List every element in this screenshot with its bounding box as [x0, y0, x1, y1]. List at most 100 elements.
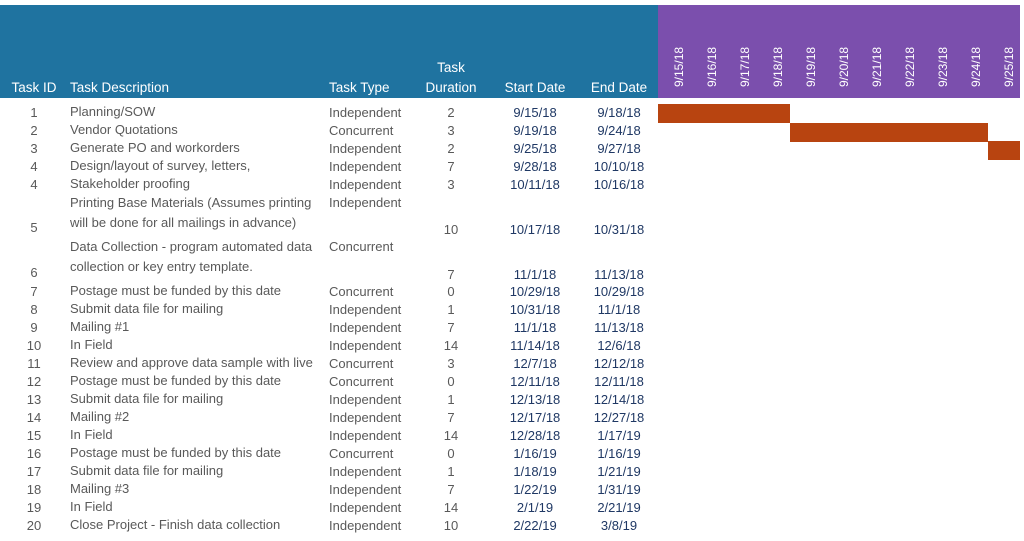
task-id-cell: 11	[27, 356, 41, 371]
timeline-date-text: 9/23/18	[935, 46, 950, 87]
task-end-date-cell: 12/27/18	[593, 410, 645, 425]
timeline-date-text: 9/25/18	[1001, 46, 1016, 87]
task-description-cell: In Field	[70, 499, 113, 514]
header-end-date: End Date	[590, 80, 648, 95]
task-type-cell: Independent	[329, 302, 402, 317]
task-id-cell: 10	[26, 338, 42, 353]
task-type-cell: Concurrent	[329, 123, 394, 138]
task-duration-cell: 14	[443, 338, 459, 353]
task-id-cell: 18	[26, 482, 42, 497]
header-task-type: Task Type	[329, 80, 390, 95]
task-end-date-cell: 1/31/19	[597, 482, 641, 497]
table-row: 15 In Field Independent 14 12/28/18 1/17/19	[0, 427, 658, 445]
task-type-cell: Concurrent	[329, 284, 394, 299]
task-type-cell: Independent	[329, 428, 402, 443]
task-duration-cell: 7	[447, 410, 455, 425]
task-type-cell: Independent	[329, 500, 402, 515]
gantt-chart	[658, 104, 1020, 160]
timeline-date-text: 9/20/18	[836, 46, 851, 87]
table-row: 3 Generate PO and workorders Independent 2 9…	[0, 140, 658, 158]
table-row: 1 Planning/SOW Independent 2 9/15/18 9/18/18	[0, 104, 658, 122]
task-description-cell: Mailing #3	[70, 481, 130, 496]
task-type-cell: Independent	[329, 195, 402, 210]
task-end-date-cell: 9/18/18	[597, 105, 641, 120]
table-row: 13 Submit data file for mailing Independen…	[0, 391, 658, 409]
task-duration-cell: 10	[443, 518, 459, 533]
task-end-date-cell: 10/31/18	[593, 222, 645, 237]
task-start-date-cell: 9/28/18	[513, 159, 557, 174]
table-header-bar	[0, 5, 658, 98]
header-start-date: Start Date	[504, 80, 566, 95]
task-duration-cell: 3	[447, 356, 455, 371]
task-start-date-cell: 12/7/18	[513, 356, 557, 371]
task-type-cell: Independent	[329, 482, 402, 497]
task-end-date-cell: 1/21/19	[597, 464, 641, 479]
task-id-cell: 8	[30, 302, 38, 317]
task-end-date-cell: 10/10/18	[593, 159, 645, 174]
task-id-cell: 19	[26, 500, 42, 515]
task-description-cell: Review and approve data sample with live	[70, 355, 313, 370]
task-description-cell: Postage must be funded by this date	[70, 445, 282, 460]
task-description-cell: Vendor Quotations	[70, 122, 178, 137]
task-start-date-cell: 10/17/18	[509, 222, 561, 237]
task-id-cell: 13	[26, 392, 42, 407]
timeline-date-label: 9/15/18	[658, 5, 691, 98]
table-row: 9 Mailing #1 Independent 7 11/1/18 11/13/18	[0, 319, 658, 337]
task-end-date-cell: 11/13/18	[594, 320, 644, 335]
table-row: 2 Vendor Quotations Concurrent 3 9/19/18 9/24…	[0, 122, 658, 140]
gantt-bar	[658, 104, 790, 123]
header-task-id: Task ID	[11, 80, 57, 95]
task-type-cell: Independent	[329, 338, 402, 353]
task-id-cell: 20	[26, 518, 42, 533]
timeline-date-label: 9/19/18	[790, 5, 823, 98]
task-description-cell: Design/layout of survey, letters,	[70, 158, 251, 173]
table-row: 8 Submit data file for mailing Independent…	[0, 301, 658, 319]
task-id-cell: 7	[30, 284, 38, 299]
task-end-date-cell: 11/1/18	[597, 302, 641, 317]
task-description-cell: Submit data file for mailing	[70, 301, 224, 316]
task-start-date-cell: 11/1/18	[513, 320, 557, 335]
task-id-cell: 5	[30, 220, 38, 235]
task-start-date-cell: 11/1/18	[513, 267, 557, 282]
task-start-date-cell: 10/11/18	[510, 177, 560, 192]
task-start-date-cell: 1/22/19	[513, 482, 557, 497]
timeline-date-text: 9/15/18	[671, 46, 686, 87]
table-row: 10 In Field Independent 14 11/14/18 12/6/18	[0, 337, 658, 355]
task-type-cell: Independent	[329, 392, 402, 407]
timeline-date-label: 9/21/18	[856, 5, 889, 98]
task-duration-cell: 7	[447, 159, 455, 174]
timeline-header-bar	[658, 5, 1020, 98]
table-row: 19 In Field Independent 14 2/1/19 2/21/19	[0, 499, 658, 517]
task-duration-cell: 2	[447, 141, 455, 156]
task-duration-cell: 7	[447, 320, 455, 335]
gantt-bar	[988, 141, 1020, 160]
task-end-date-cell: 3/8/19	[600, 518, 638, 533]
timeline-date-text: 9/24/18	[968, 46, 983, 87]
table-row: 14 Mailing #2 Independent 7 12/17/18 12/27/18	[0, 409, 658, 427]
task-type-cell: Independent	[329, 177, 402, 192]
task-duration-cell: 14	[443, 428, 459, 443]
task-description-cell: In Field	[70, 337, 113, 352]
timeline-date-text: 9/22/18	[902, 46, 917, 87]
header-task-duration-line1: Task	[437, 60, 465, 75]
timeline-date-label: 9/23/18	[922, 5, 955, 98]
task-duration-cell: 14	[443, 500, 459, 515]
task-description-cell: Postage must be funded by this date	[70, 283, 282, 298]
task-end-date-cell: 12/11/18	[594, 374, 644, 389]
task-start-date-cell: 12/13/18	[509, 392, 561, 407]
task-description-cell: Stakeholder proofing	[70, 176, 190, 191]
task-start-date-cell: 12/11/18	[510, 374, 560, 389]
task-type-cell: Independent	[329, 320, 402, 335]
task-duration-cell: 7	[447, 267, 455, 282]
table-row: 4 Design/layout of survey, letters, Indepe…	[0, 158, 658, 176]
task-description-cell: Mailing #1	[70, 319, 130, 334]
task-start-date-cell: 2/1/19	[516, 500, 554, 515]
task-id-cell: 2	[30, 123, 38, 138]
task-type-cell: Concurrent	[329, 239, 394, 254]
task-end-date-cell: 12/6/18	[597, 338, 641, 353]
table-row: 6 Data Collection - program automated dat…	[0, 238, 658, 283]
task-type-cell: Concurrent	[329, 446, 394, 461]
task-duration-cell: 3	[447, 123, 455, 138]
task-duration-cell: 1	[447, 302, 455, 317]
task-start-date-cell: 1/18/19	[513, 464, 557, 479]
